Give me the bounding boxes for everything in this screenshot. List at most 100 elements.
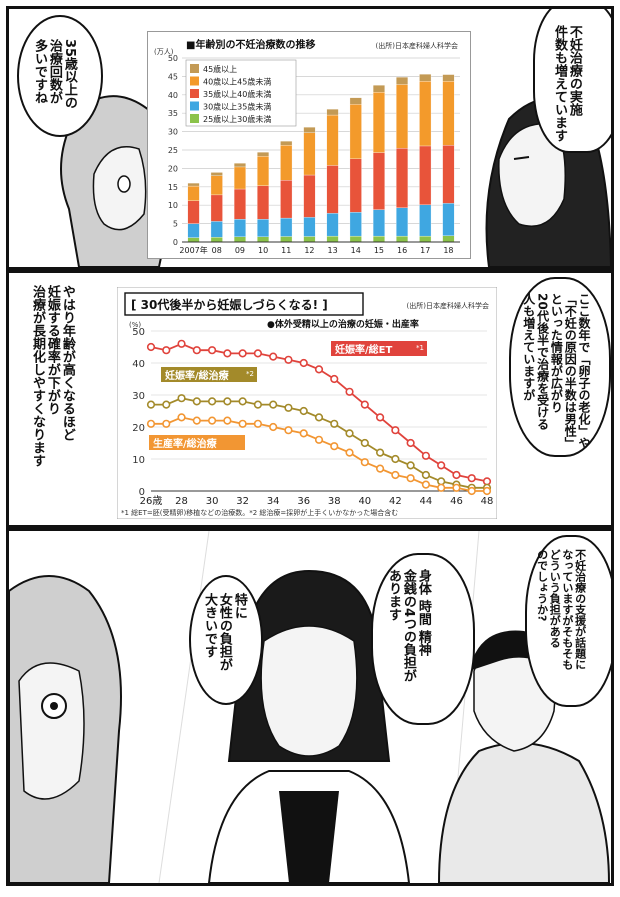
bar-xtick-label: 11 <box>281 246 291 255</box>
line-chart-frame: [ 30代後半から妊娠しづらくなる! ] (出所)日本産科婦人科学会 ●体外受精以上… <box>117 287 497 519</box>
bar-segment <box>233 163 246 168</box>
bar-segment <box>280 236 293 243</box>
bar-xtick-label: 09 <box>235 246 245 255</box>
line-point <box>299 358 308 368</box>
panel-2: やはり年齢が高くなるほど 妊娠する確率が下がり 治療が長期化しやすくなります こ… <box>6 270 614 528</box>
bar-segment <box>419 74 432 82</box>
line-point <box>467 474 476 483</box>
line-point <box>345 448 354 457</box>
bar-segment <box>303 236 316 243</box>
line-point <box>207 346 217 355</box>
surprised-woman-illustration <box>9 575 122 883</box>
line-point <box>314 435 324 444</box>
bar-segment <box>233 236 246 243</box>
line-xtick-label: 46 <box>450 496 463 507</box>
line-point <box>375 448 385 457</box>
line-point <box>192 397 201 406</box>
bar-segment <box>257 156 270 186</box>
panel-3: 特に 女性の負担が 大きいです 身体 時間 精神 金銭の4つの負担が あります … <box>6 528 614 886</box>
bar-ytick-label: 15 <box>168 183 178 192</box>
bar-legend-swatch <box>190 89 199 98</box>
bar-segment <box>372 85 385 93</box>
bar-xtick-label: 2007年 <box>179 245 207 255</box>
line-point <box>314 365 324 374</box>
bar-segment <box>303 217 316 237</box>
line-point <box>314 413 324 422</box>
line-series-mark: *1 <box>416 344 424 352</box>
bar-chart-frame: 0 5 10 15 20 25 30 35 40 45 50 (万人) ■年齢別の不妊治療数の推移 (出所… <box>147 31 471 259</box>
bar-ytick-label: 20 <box>168 164 178 173</box>
bar-ylabel: (万人) <box>154 48 174 56</box>
bar-segment <box>396 84 409 149</box>
bar-segment <box>210 172 223 176</box>
bar-segment <box>442 203 455 236</box>
bar-legend-swatch <box>190 76 199 86</box>
bar-segment <box>210 194 223 222</box>
line-series-tag <box>161 367 257 382</box>
line-point <box>360 438 369 448</box>
bar-segment <box>303 174 316 218</box>
bar-segment <box>372 152 385 210</box>
line-point <box>253 349 263 358</box>
line-ytick-label: 0 <box>139 487 145 498</box>
bar-segment <box>257 219 270 237</box>
bar-chart-source: (出所)日本産科婦人科学会 <box>376 41 458 50</box>
bar-ytick-label: 10 <box>168 201 178 210</box>
line-point <box>284 426 293 435</box>
line-point <box>238 419 247 428</box>
line-xtick-label: 30 <box>206 496 219 507</box>
line-point <box>421 470 431 480</box>
line-point <box>299 429 308 438</box>
dialogue-p2-left: やはり年齢が高くなるほど 妊娠する確率が下がり 治療が長期化しやすくなります <box>29 285 75 467</box>
line-series-label: 妊娠率/総ET <box>335 343 392 356</box>
line-point <box>345 387 354 396</box>
bar-segment <box>233 166 246 190</box>
line-ylabel: (%) <box>129 321 141 329</box>
dialogue-p1-right: 不妊治療の実施 件数も増えています <box>551 25 582 142</box>
line-xtick-label: 32 <box>236 496 249 507</box>
line-xtick-label: 36 <box>297 496 310 507</box>
bar-xtick-label: 08 <box>212 246 222 255</box>
line-point <box>269 400 278 409</box>
bar-ytick-label: 25 <box>168 146 178 155</box>
line-point <box>238 349 247 358</box>
line-point <box>467 486 476 496</box>
bar-segment <box>187 200 200 224</box>
dialogue-p3-right: 不妊治療の支援が話題に なっていますがそもそも どういう負担がある のでしょうか… <box>535 549 587 670</box>
line-point <box>207 397 217 406</box>
bar-segment <box>372 209 385 237</box>
line-xtick-label: 42 <box>389 496 402 507</box>
bar-segment <box>442 74 455 82</box>
line-point <box>360 400 369 409</box>
dialogue-p3-mid: 身体 時間 精神 金銭の4つの負担が あります <box>385 569 431 683</box>
bar-xtick-label: 14 <box>351 246 361 255</box>
bar-legend-label: 25歳以上30歳未満 <box>203 114 271 124</box>
line-point <box>162 346 171 355</box>
line-xtick-label: 26歳 <box>140 495 163 507</box>
line-chart-source: (出所)日本産科婦人科学会 <box>407 301 489 310</box>
line-series-label: 生産率/総治療 <box>153 437 217 450</box>
bar-segment <box>442 81 455 146</box>
bar-segment <box>396 76 409 85</box>
bar-segment <box>442 145 455 204</box>
line-title-box <box>124 292 364 316</box>
speech-bubble-p3-mid <box>371 553 475 725</box>
bar-segment <box>326 235 339 243</box>
bar-segment <box>419 81 432 147</box>
line-ytick-label: 50 <box>132 327 145 338</box>
line-chart-subtitle: ●体外受精以上の治療の妊娠・出産率 <box>267 318 419 330</box>
bar-segment <box>233 219 246 237</box>
bar-segment <box>187 185 200 201</box>
bar-segment <box>419 145 432 205</box>
bar-ytick-label: 45 <box>168 72 178 81</box>
line-point <box>437 483 446 492</box>
bar-segment <box>396 235 409 243</box>
line-chart-border <box>117 287 497 519</box>
line-xtick-label: 44 <box>420 496 433 507</box>
line-point <box>391 470 400 480</box>
line-xtick-label: 28 <box>175 496 188 507</box>
left-woman-illustration <box>60 95 174 267</box>
bar-chart: 0 5 10 15 20 25 30 35 40 45 50(万人) ■年齢別の不妊治療数の推移 (出所… <box>154 38 460 255</box>
line-point <box>360 458 369 467</box>
bar-segment <box>326 109 339 116</box>
